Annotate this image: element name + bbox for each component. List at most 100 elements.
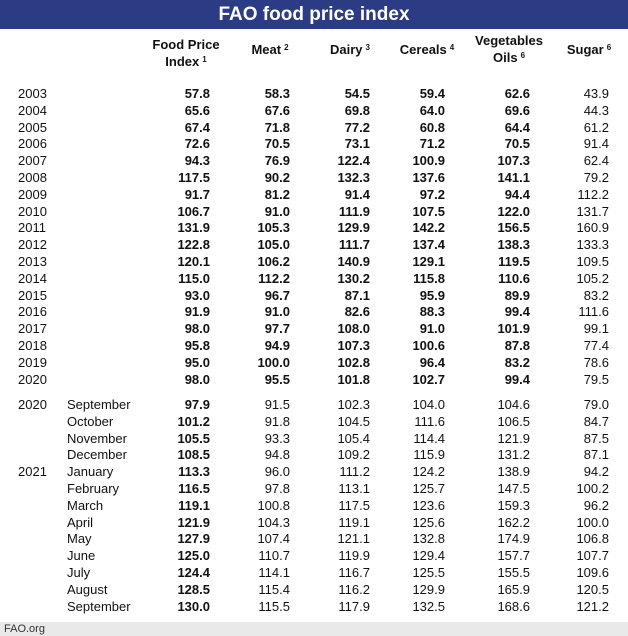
row-month: December xyxy=(67,447,127,463)
cell-cereals: 71.2 xyxy=(419,136,445,152)
cell-cereals: 59.4 xyxy=(419,86,445,101)
cell-vegetable-oils: 87.8 xyxy=(504,338,530,353)
row-year: 2005 xyxy=(18,119,47,135)
row-year: 2013 xyxy=(18,254,47,269)
cell-sugar: 131.7 xyxy=(576,203,609,219)
cell-cereals: 107.5 xyxy=(412,203,445,219)
cell-dairy: 102.3 xyxy=(337,397,370,412)
cell-food-price-index: 91.7 xyxy=(184,186,210,202)
cell-sugar: 105.2 xyxy=(576,270,609,286)
cell-food-price-index: 72.6 xyxy=(184,136,210,152)
monthly-row: September 130.0 115.5 117.9 132.5 168.6 121.2 xyxy=(0,598,628,615)
annual-row: 2014 115.0 112.2 130.2 115.8 110.6 105.2 xyxy=(0,270,628,287)
cell-cereals: 114.4 xyxy=(413,430,445,446)
cell-vegetable-oils: 131.2 xyxy=(497,447,530,463)
cell-meat: 94.9 xyxy=(264,338,290,353)
cell-meat: 115.4 xyxy=(258,581,290,597)
cell-vegetable-oils: 70.5 xyxy=(504,136,530,152)
cell-meat: 105.0 xyxy=(257,237,290,253)
row-year: 2007 xyxy=(18,153,47,169)
row-year: 2010 xyxy=(18,203,47,219)
cell-sugar: 87.5 xyxy=(583,430,609,446)
cell-vegetable-oils: 138.3 xyxy=(497,237,530,253)
cell-sugar: 44.3 xyxy=(583,102,609,118)
cell-cereals: 100.6 xyxy=(412,338,445,353)
cell-vegetable-oils: 122.0 xyxy=(497,203,530,219)
monthly-row: 2020 September 97.9 91.5 102.3 104.0 104.6 79.0 xyxy=(0,396,628,413)
cell-vegetable-oils: 104.6 xyxy=(497,397,530,412)
cell-meat: 58.3 xyxy=(264,86,290,101)
cell-dairy: 102.8 xyxy=(337,354,370,370)
cell-food-price-index: 91.9 xyxy=(184,304,210,320)
annual-row: 2015 93.0 96.7 87.1 95.9 89.9 83.2 xyxy=(0,287,628,304)
annual-row: 2017 98.0 97.7 108.0 91.0 101.9 99.1 xyxy=(0,320,628,337)
cell-food-price-index: 67.4 xyxy=(184,119,210,135)
cell-sugar: 99.1 xyxy=(583,321,609,337)
cell-food-price-index: 120.1 xyxy=(177,254,210,269)
cell-sugar: 79.0 xyxy=(583,397,609,412)
row-month: March xyxy=(67,497,104,513)
annual-row: 2003 57.8 58.3 54.5 59.4 62.6 43.9 xyxy=(0,85,628,102)
cell-food-price-index: 113.3 xyxy=(178,464,210,480)
cell-food-price-index: 121.9 xyxy=(177,514,210,530)
monthly-row: February 116.5 97.8 113.1 125.7 147.5 100.2 xyxy=(0,480,628,497)
cell-sugar: 79.2 xyxy=(583,170,609,185)
monthly-row: 2021 January 113.3 96.0 111.2 124.2 138.9 94.2 xyxy=(0,463,628,480)
header-cereals: Cereals 4 xyxy=(390,41,464,58)
cell-food-price-index: 131.9 xyxy=(177,220,210,236)
cell-vegetable-oils: 168.6 xyxy=(497,598,530,614)
cell-cereals: 97.2 xyxy=(419,186,445,202)
cell-vegetable-oils: 147.5 xyxy=(497,481,530,496)
cell-food-price-index: 116.5 xyxy=(178,481,210,496)
cell-food-price-index: 57.8 xyxy=(184,86,210,101)
cell-dairy: 140.9 xyxy=(337,254,370,269)
cell-cereals: 129.1 xyxy=(412,254,445,269)
header-label-line1: Meat 2 xyxy=(251,42,289,57)
cell-sugar: 87.1 xyxy=(583,447,609,463)
cell-food-price-index: 122.8 xyxy=(177,237,210,253)
cell-dairy: 82.6 xyxy=(344,304,370,320)
row-year: 2012 xyxy=(18,237,47,253)
cell-cereals: 111.6 xyxy=(414,413,445,429)
cell-dairy: 130.2 xyxy=(337,270,370,286)
cell-meat: 97.7 xyxy=(264,321,290,337)
cell-meat: 96.0 xyxy=(264,464,290,480)
footnote-marker: 4 xyxy=(449,43,455,52)
cell-cereals: 96.4 xyxy=(419,354,445,370)
cell-dairy: 104.5 xyxy=(337,413,370,429)
row-year: 2016 xyxy=(18,304,47,320)
monthly-row: August 128.5 115.4 116.2 129.9 165.9 120.5 xyxy=(0,581,628,598)
cell-food-price-index: 101.2 xyxy=(177,413,210,429)
row-year: 2020 xyxy=(18,397,47,412)
cell-meat: 105.3 xyxy=(257,220,290,236)
cell-vegetable-oils: 110.6 xyxy=(498,270,530,286)
cell-cereals: 132.5 xyxy=(412,598,445,614)
cell-vegetable-oils: 89.9 xyxy=(504,287,530,303)
row-month: August xyxy=(67,581,108,597)
cell-cereals: 104.0 xyxy=(412,397,445,412)
cell-vegetable-oils: 62.6 xyxy=(504,86,530,101)
cell-sugar: 43.9 xyxy=(583,86,609,101)
cell-meat: 91.0 xyxy=(264,304,290,320)
cell-vegetable-oils: 155.5 xyxy=(497,565,530,580)
cell-cereals: 95.9 xyxy=(419,287,445,303)
row-year: 2018 xyxy=(18,338,47,353)
cell-food-price-index: 65.6 xyxy=(184,102,210,118)
cell-meat: 67.6 xyxy=(264,102,290,118)
row-month: July xyxy=(67,565,91,580)
annual-row: 2010 106.7 91.0 111.9 107.5 122.0 131.7 xyxy=(0,203,628,220)
footnote-marker: 3 xyxy=(365,43,370,52)
cell-meat: 110.7 xyxy=(258,548,290,564)
row-year: 2019 xyxy=(18,354,47,370)
annual-row: 2005 67.4 71.8 77.2 60.8 64.4 61.2 xyxy=(0,119,628,136)
header-label-line2: Index 1 xyxy=(165,54,207,69)
header-label-line2: Oils 6 xyxy=(492,50,526,65)
cell-sugar: 109.6 xyxy=(576,565,609,580)
monthly-row: July 124.4 114.1 116.7 125.5 155.5 109.6 xyxy=(0,564,628,581)
cell-vegetable-oils: 83.2 xyxy=(504,354,530,370)
monthly-row: December 108.5 94.8 109.2 115.9 131.2 87.1 xyxy=(0,446,628,463)
cell-vegetable-oils: 159.3 xyxy=(497,497,530,513)
cell-sugar: 79.5 xyxy=(583,371,609,387)
cell-meat: 112.2 xyxy=(258,270,290,286)
cell-dairy: 119.1 xyxy=(338,514,370,530)
